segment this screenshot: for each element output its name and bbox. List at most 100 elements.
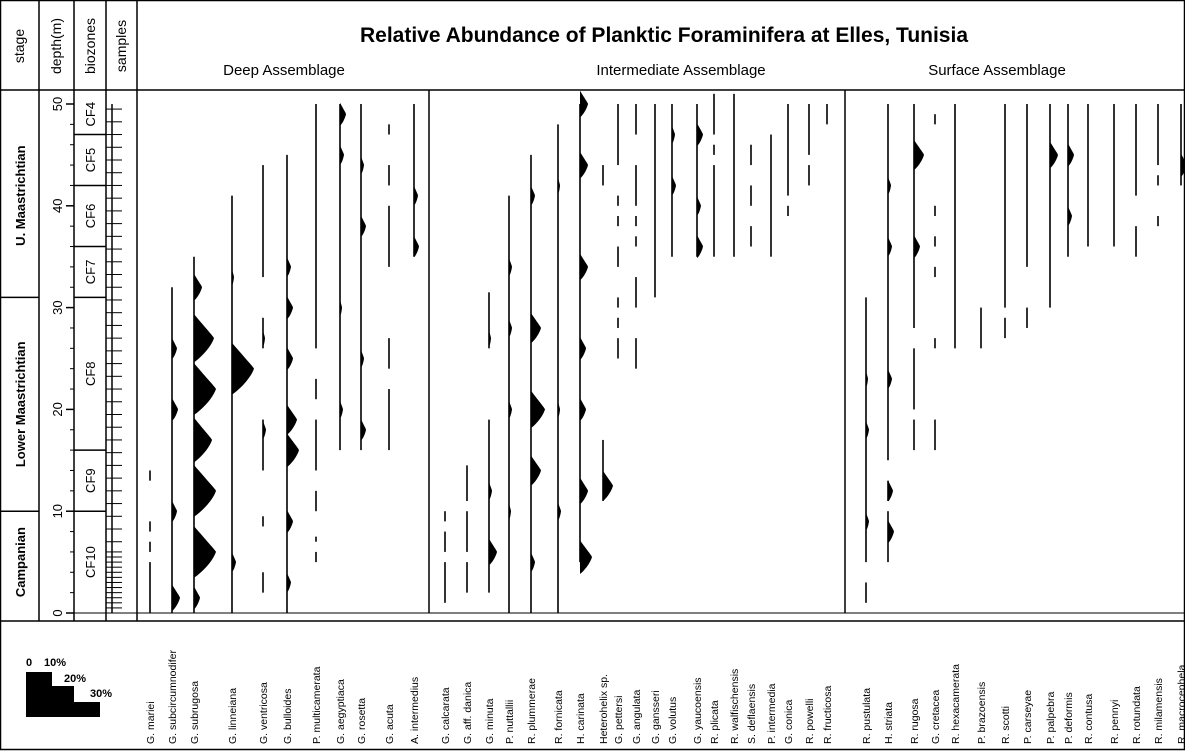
header-biozones: biozones — [82, 18, 98, 74]
species-abundance — [914, 139, 924, 170]
biozone-column: CF10 CF9 CF8 CF7 CF6 CF5 CF4 — [74, 102, 106, 578]
species-abundance — [697, 235, 703, 258]
species-label: G. subcircumnodifer — [167, 650, 179, 744]
species-label: G. angulata — [631, 690, 643, 744]
species-abundance — [232, 552, 236, 572]
biozone-label: CF4 — [83, 102, 98, 127]
species-abundance — [194, 465, 216, 517]
species-abundance — [287, 296, 293, 319]
species-label: R. rotundata — [1131, 686, 1143, 744]
species-abundance — [1050, 141, 1058, 169]
depth-tick-label: 20 — [50, 402, 65, 416]
species-abundance — [672, 125, 675, 144]
scale-label-10: 10% — [44, 657, 66, 669]
species-abundance — [232, 342, 254, 395]
biozone-label: CF6 — [83, 204, 98, 229]
species-abundance — [914, 235, 920, 258]
species-label: Heterohelix sp. — [598, 674, 610, 744]
species-abundance — [888, 369, 892, 389]
species-abundance — [287, 433, 299, 467]
depth-tick-label: 10 — [50, 504, 65, 518]
scale-label-30: 30% — [90, 688, 112, 700]
species-abundance — [194, 314, 214, 363]
species-abundance — [866, 421, 869, 439]
depth-axis: 0 10 20 30 40 50 — [50, 97, 74, 617]
species-abundance — [1181, 153, 1185, 177]
species-label: R. rugosa — [909, 698, 921, 744]
species-abundance — [866, 512, 869, 531]
species-abundance — [287, 257, 291, 277]
assemblage-label-deep: Deep Assemblage — [223, 62, 345, 79]
species-label: P. nuttallii — [504, 700, 516, 744]
species-label: R. plummerae — [526, 678, 538, 744]
depth-tick-label: 50 — [50, 97, 65, 111]
biozone-label: CF9 — [83, 468, 98, 493]
species-abundance — [361, 349, 364, 368]
species-abundance — [340, 102, 346, 126]
species-abundance — [697, 123, 703, 146]
header-samples: samples — [113, 20, 129, 72]
scale-label-20: 20% — [64, 673, 86, 685]
species-label: G. conica — [783, 699, 795, 744]
scale-label-0: 0 — [26, 657, 32, 669]
species-label: G. aff. danica — [462, 682, 474, 744]
species-abundance — [558, 401, 560, 418]
species-abundance — [489, 482, 492, 500]
species-abundance — [1068, 143, 1074, 167]
species-abundance — [531, 390, 545, 428]
species-label: H. striata — [883, 702, 895, 744]
species-label: G. subrugosa — [189, 681, 201, 744]
species-abundance — [414, 186, 418, 206]
species-label: G. rosetta — [356, 698, 368, 744]
species-abundance — [287, 347, 293, 370]
species-label: P. brazoensis — [976, 682, 988, 744]
species-label: G. calcarata — [440, 687, 452, 744]
species-abundance — [172, 337, 177, 359]
header-stage: stage — [11, 29, 27, 63]
species-labels: G. mariei G. subcircumnodifer G. subrugosa… — [145, 650, 1185, 744]
species-label: P. palpebra — [1045, 691, 1057, 744]
assemblage-label-surface: Surface Assemblage — [928, 62, 1066, 79]
species-label: H. carinata — [575, 693, 587, 744]
species-abundance — [603, 470, 613, 501]
species-abundance — [866, 371, 868, 387]
species-label: G. minuta — [484, 698, 496, 744]
species-abundance — [580, 253, 588, 281]
stage-column: Campanian Lower Maastrichtian U. Maastrich… — [0, 145, 39, 597]
species-label: P. multicamerata — [311, 666, 323, 744]
species-label: R. pustulata — [861, 688, 873, 744]
depth-tick-label: 30 — [50, 300, 65, 314]
scale-legend: 0 10% 20% 30% — [26, 657, 112, 717]
species-abundance — [580, 477, 588, 505]
species-abundance — [263, 421, 266, 439]
species-abundance — [489, 538, 497, 566]
species-abundance — [287, 404, 297, 435]
species-abundance — [287, 572, 291, 593]
species-label: R. walfischensis — [729, 669, 741, 744]
species-abundance — [287, 509, 293, 533]
samples-column — [106, 104, 122, 614]
depth-tick-label: 40 — [50, 199, 65, 213]
species-label: G. aegyptiaca — [335, 679, 347, 744]
species-abundance — [888, 176, 891, 195]
species-abundance — [489, 330, 491, 346]
species-abundance — [172, 398, 178, 421]
species-abundance — [531, 186, 535, 206]
species-abundance — [580, 398, 586, 421]
species-abundance — [888, 236, 892, 257]
species-abundance — [888, 520, 894, 543]
species-label: P. carseyae — [1022, 690, 1034, 744]
biozone-label: CF8 — [83, 361, 98, 386]
species-label: S. deflaensis — [746, 684, 758, 744]
species-abundance — [361, 419, 366, 441]
species-label: R. fructicosa — [822, 685, 834, 744]
species-series — [149, 90, 1185, 613]
species-abundance — [558, 177, 560, 194]
species-abundance — [263, 330, 265, 346]
species-label: G. yaucoensis — [692, 677, 704, 744]
species-abundance — [194, 417, 212, 463]
assemblage-label-intermediate: Intermediate Assemblage — [596, 62, 765, 79]
scale-step-30 — [74, 702, 100, 717]
